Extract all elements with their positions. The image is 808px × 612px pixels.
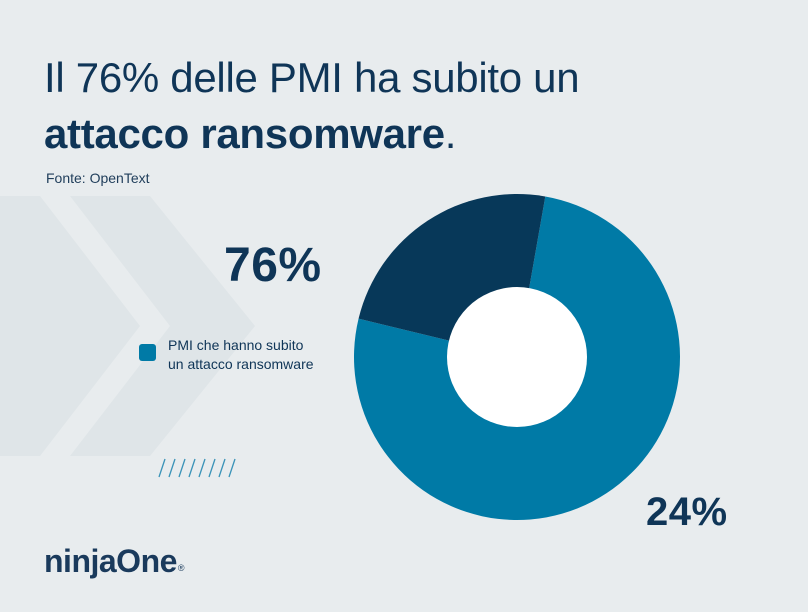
legend-line-2: un attacco ransomware: [168, 356, 314, 372]
title-tail: .: [444, 110, 457, 157]
title-line-1: Il 76% delle PMI ha subito un: [44, 54, 580, 101]
donut-chart: [354, 194, 680, 521]
data-label-other: 24%: [646, 490, 728, 534]
data-label-main: 76%: [224, 239, 322, 292]
title-bold: attacco ransomware: [44, 110, 445, 157]
logo-text: ninjaOne: [44, 543, 177, 579]
source-note: Fonte: OpenText: [46, 170, 150, 186]
donut-hole: [447, 287, 587, 427]
logo-registered-mark: ®: [177, 563, 185, 573]
page-title: Il 76% delle PMI ha subito un attacco ra…: [44, 50, 580, 162]
legend: PMI che hanno subito un attacco ransomwa…: [139, 336, 368, 374]
ninjaone-logo: ninjaOne®: [44, 543, 185, 580]
legend-line-1: PMI che hanno subito: [168, 337, 304, 353]
legend-swatch: [139, 344, 156, 361]
legend-label: PMI che hanno subito un attacco ransomwa…: [168, 336, 368, 374]
decorative-hatch: [158, 458, 236, 478]
decorative-chevrons: [0, 196, 255, 456]
